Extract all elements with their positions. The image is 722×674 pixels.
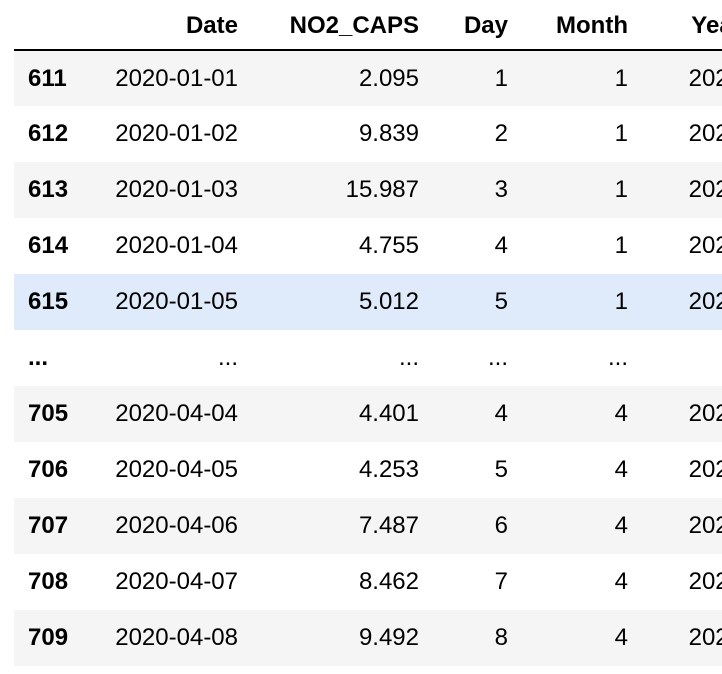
table-body: 611 2020-01-01 2.095 1 1 2020 612 2020-0… [14,50,722,666]
cell-no2-caps: 8.462 [358,568,419,595]
cell-year: 2020 [688,624,722,651]
column-header-day: Day [432,0,521,51]
cell-month: 1 [614,176,628,203]
row-index: 707 [28,512,69,539]
table-row: 613 2020-01-03 15.987 3 1 2020 [14,162,722,218]
cell-date: 2020-04-05 [115,456,238,483]
cell-month: 4 [614,624,628,651]
cell-no2-caps: 7.487 [358,512,419,539]
cell-date: 2020-04-06 [115,512,238,539]
cell-day: 5 [494,288,508,315]
cell-date: 2020-01-01 [115,64,238,92]
cell-year: 2020 [688,456,722,483]
table-header: Date NO2_CAPS Day Month Year [14,0,722,51]
cell-date: 2020-04-04 [115,400,238,427]
cell-date: 2020-01-04 [115,232,238,259]
cell-day: 6 [494,512,508,539]
table-row: 614 2020-01-04 4.755 4 1 2020 [14,218,722,274]
cell-month: 1 [614,120,628,147]
cell-year: 2020 [688,512,722,539]
cell-month: 1 [614,64,628,92]
cell-day: 1 [494,64,508,92]
cell-day: 5 [494,456,508,483]
column-header-month: Month [521,0,641,51]
cell-no2-caps: 4.253 [358,456,419,483]
table-row: 705 2020-04-04 4.401 4 4 2020 [14,386,722,442]
cell-year: 2020 [688,568,722,595]
table-row: 707 2020-04-06 7.487 6 4 2020 [14,498,722,554]
column-header-date: Date [96,0,251,51]
row-index: 706 [28,456,69,483]
cell-month: 4 [614,456,628,483]
row-index: 708 [28,568,69,595]
cell-no2-caps: 4.755 [358,232,419,259]
cell-date: ... [217,344,238,371]
cell-month: 1 [614,232,628,259]
cell-date: 2020-01-03 [115,176,238,203]
cell-day: 2 [494,120,508,147]
cell-month: 4 [614,568,628,595]
cell-year: ... [641,330,722,386]
cell-day: 4 [494,232,508,259]
table-row: 612 2020-01-02 9.839 2 1 2020 [14,106,722,162]
cell-date: 2020-01-02 [115,120,238,147]
row-index: 611 [28,64,67,92]
cell-year: 2020 [688,400,722,427]
table-row: 611 2020-01-01 2.095 1 1 2020 [14,50,722,106]
cell-year: 2020 [688,64,722,92]
cell-day: 7 [494,568,508,595]
row-index: 615 [28,288,69,315]
table-row: 706 2020-04-05 4.253 5 4 2020 [14,442,722,498]
row-index: 613 [28,176,69,203]
cell-month: 4 [614,512,628,539]
cell-no2-caps: 9.492 [358,624,419,651]
cell-day: 4 [494,400,508,427]
index-header [14,0,96,51]
row-index: 614 [28,232,69,259]
cell-no2-caps: ... [398,344,419,371]
dataframe-table: Date NO2_CAPS Day Month Year 611 2020-01… [14,0,722,666]
row-index: 705 [28,400,69,427]
cell-year: 2020 [688,232,722,259]
row-index: 709 [28,624,69,651]
cell-month: 1 [614,288,628,315]
table-row-ellipsis: ... ... ... ... ... ... [14,330,722,386]
cell-date: 2020-04-07 [115,568,238,595]
cell-date: 2020-04-08 [115,624,238,651]
cell-date: 2020-01-05 [115,288,238,315]
cell-year: 2020 [688,120,722,147]
column-header-year: Year [641,0,722,51]
cell-day: ... [487,344,508,371]
table-row: 708 2020-04-07 8.462 7 4 2020 [14,554,722,610]
cell-year: 2020 [688,288,722,315]
column-header-no2-caps: NO2_CAPS [251,0,432,51]
row-index: 612 [28,120,69,147]
cell-no2-caps: 9.839 [358,120,419,147]
cell-day: 3 [494,176,508,203]
cell-year: 2020 [688,176,722,203]
cell-month: ... [607,344,628,371]
cell-no2-caps: 5.012 [358,288,419,315]
table-row-highlighted: 615 2020-01-05 5.012 5 1 2020 [14,274,722,330]
dataframe-output: Date NO2_CAPS Day Month Year 611 2020-01… [14,0,722,666]
cell-no2-caps: 15.987 [345,176,419,203]
row-index: ... [28,344,49,371]
cell-no2-caps: 4.401 [358,400,419,427]
header-row: Date NO2_CAPS Day Month Year [14,0,722,51]
cell-month: 4 [614,400,628,427]
cell-no2-caps: 2.095 [358,64,419,92]
table-row: 709 2020-04-08 9.492 8 4 2020 [14,610,722,666]
cell-day: 8 [494,624,508,651]
